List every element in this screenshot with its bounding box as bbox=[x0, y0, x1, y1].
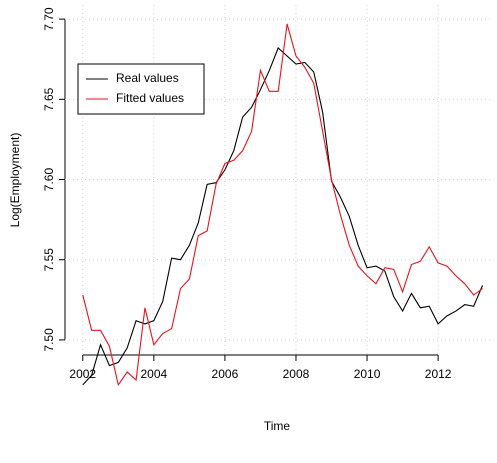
x-tick-label: 2004 bbox=[140, 367, 167, 381]
y-tick-label: 7.70 bbox=[42, 7, 56, 31]
data-line bbox=[82, 47, 484, 386]
x-tick-label: 2008 bbox=[283, 367, 310, 381]
x-tick-label: 2012 bbox=[425, 367, 452, 381]
y-tick-label: 7.65 bbox=[42, 87, 56, 111]
legend-label: Real values bbox=[116, 71, 179, 85]
y-tick-label: 7.60 bbox=[42, 168, 56, 192]
x-axis-label: Time bbox=[264, 419, 291, 433]
y-tick-label: 7.55 bbox=[42, 248, 56, 272]
legend-label: Fitted values bbox=[116, 91, 184, 105]
y-tick-label: 7.50 bbox=[42, 328, 56, 352]
x-tick-label: 2006 bbox=[212, 367, 239, 381]
y-axis-label: Log(Employment) bbox=[8, 133, 22, 228]
data-line bbox=[82, 23, 483, 387]
x-tick-label: 2010 bbox=[354, 367, 381, 381]
legend-box bbox=[77, 63, 205, 115]
